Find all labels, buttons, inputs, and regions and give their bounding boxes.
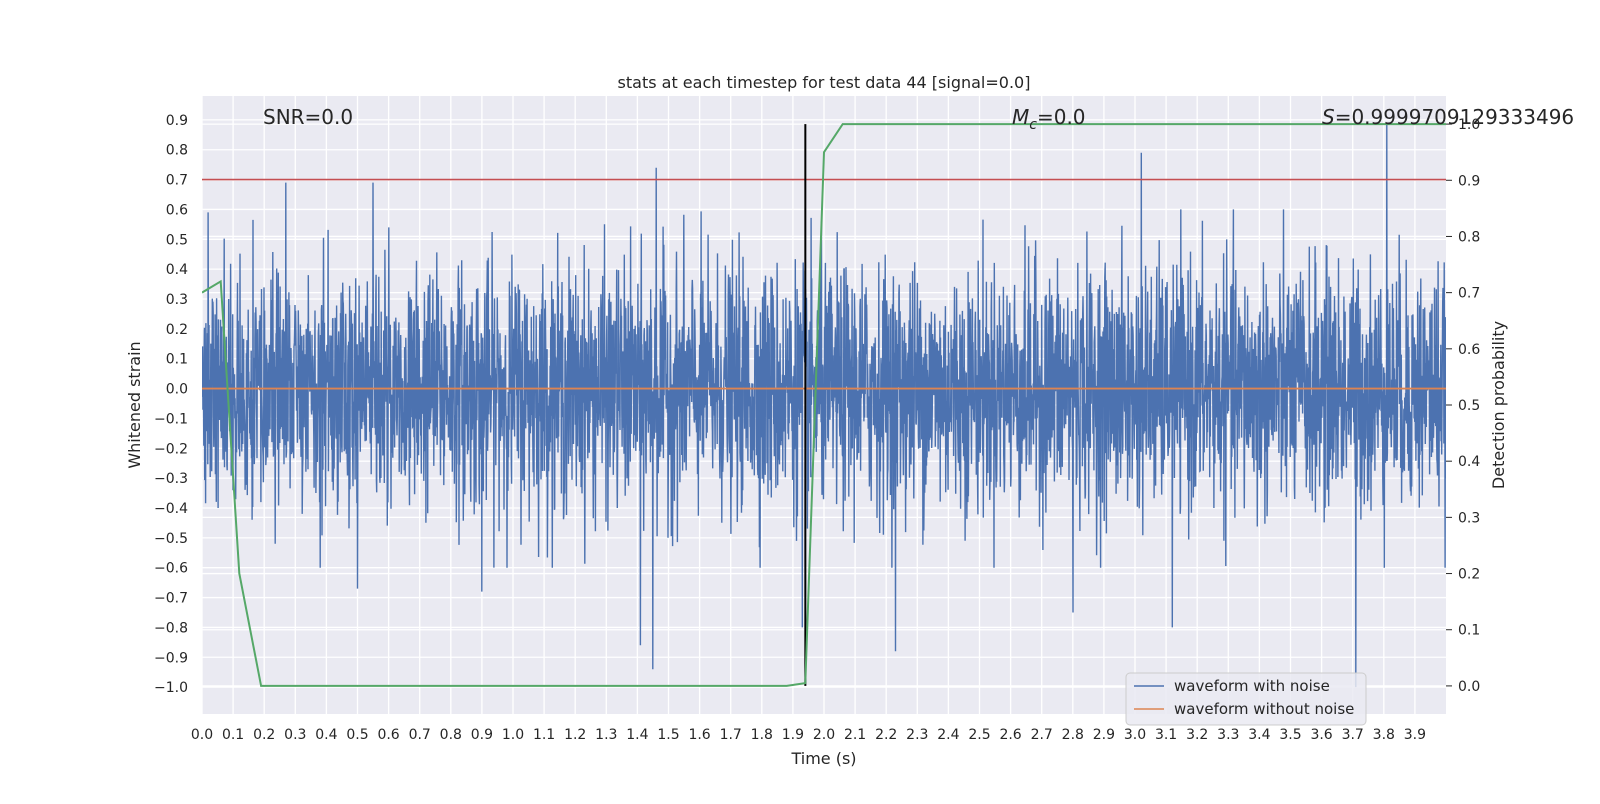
x-tick-label: 2.9 bbox=[1093, 727, 1115, 743]
x-tick-label: 0.1 bbox=[222, 727, 244, 743]
axes-layer: 0.0 0.1 0.2 0.3 0.4 0.5 0.6 0.7 0.8 0.9 1.0 1.1 1.2 1… bbox=[154, 113, 1480, 743]
y-right-tick-label: 0.3 bbox=[1458, 510, 1480, 526]
y-left-tick-label: 0.5 bbox=[166, 232, 188, 248]
y-right-tick-label: 0.2 bbox=[1458, 567, 1480, 583]
x-tick-label: 2.5 bbox=[968, 727, 990, 743]
s-value: =0.9999709129333496 bbox=[1335, 105, 1574, 129]
y-right-tick-label: 0.6 bbox=[1458, 342, 1480, 358]
x-tick-label: 0.0 bbox=[191, 727, 213, 743]
x-tick-label: 1.8 bbox=[751, 727, 773, 743]
s-symbol: S bbox=[1322, 105, 1335, 129]
y-left-tick-label: −0.5 bbox=[154, 531, 188, 547]
legend-label-noise: waveform with noise bbox=[1174, 677, 1330, 695]
x-tick-label: 1.9 bbox=[782, 727, 804, 743]
mc-subscript: c bbox=[1029, 117, 1037, 133]
x-tick-label: 2.8 bbox=[1062, 727, 1084, 743]
y-axis-label-right: Detection probability bbox=[1489, 321, 1508, 489]
y-right-tick-label: 0.9 bbox=[1458, 173, 1480, 189]
snr-annotation: SNR=0.0 bbox=[263, 105, 353, 129]
x-tick-label: 0.3 bbox=[284, 727, 306, 743]
x-tick-label: 2.4 bbox=[937, 727, 959, 743]
x-tick-label: 2.2 bbox=[875, 727, 897, 743]
y-left-tick-label: −0.7 bbox=[154, 591, 188, 607]
mc-annotation: Mc=0.0 bbox=[1012, 105, 1086, 133]
y-left-tick-label: 0.2 bbox=[166, 322, 188, 338]
x-tick-label: 3.7 bbox=[1342, 727, 1364, 743]
y-right-tick-label: 0.5 bbox=[1458, 398, 1480, 414]
x-tick-label: 0.6 bbox=[377, 727, 399, 743]
y-right-tick-label: 0.7 bbox=[1458, 286, 1480, 302]
y-right-tick-label: 0.0 bbox=[1458, 679, 1480, 695]
x-tick-label: 0.9 bbox=[471, 727, 493, 743]
x-tick-label: 2.6 bbox=[999, 727, 1021, 743]
mc-value: =0.0 bbox=[1037, 105, 1086, 129]
x-tick-label: 3.1 bbox=[1155, 727, 1177, 743]
x-tick-label: 2.3 bbox=[906, 727, 928, 743]
x-axis-label: Time (s) bbox=[790, 749, 856, 768]
x-tick-label: 0.5 bbox=[346, 727, 368, 743]
x-tick-label: 3.3 bbox=[1217, 727, 1239, 743]
y-left-tick-label: 0.1 bbox=[166, 352, 188, 368]
y-left-tick-label: −0.4 bbox=[154, 501, 188, 517]
y-left-tick-label: −1.0 bbox=[154, 680, 188, 696]
x-tick-label: 0.8 bbox=[440, 727, 462, 743]
y-right-tick-label: 0.8 bbox=[1458, 229, 1480, 245]
chart-title: stats at each timestep for test data 44 … bbox=[618, 73, 1031, 92]
x-tick-label: 1.6 bbox=[688, 727, 710, 743]
x-tick-label: 3.4 bbox=[1248, 727, 1270, 743]
legend: waveform with noise waveform without noi… bbox=[1125, 672, 1367, 726]
y-left-tick-label: 0.0 bbox=[166, 382, 188, 398]
x-tick-label: 3.2 bbox=[1186, 727, 1208, 743]
s-annotation: S=0.9999709129333496 bbox=[1322, 105, 1574, 129]
x-tick-label: 1.7 bbox=[720, 727, 742, 743]
x-tick-label: 1.1 bbox=[533, 727, 555, 743]
x-tick-label: 2.1 bbox=[844, 727, 866, 743]
y-left-tick-label: 0.6 bbox=[166, 202, 188, 218]
x-tick-label: 1.4 bbox=[626, 727, 648, 743]
mc-symbol: M bbox=[1012, 105, 1029, 129]
x-tick-label: 1.5 bbox=[657, 727, 679, 743]
x-tick-label: 0.2 bbox=[253, 727, 275, 743]
series-detection-probability bbox=[202, 123, 1446, 687]
x-tick-label: 0.4 bbox=[315, 727, 337, 743]
series-waveform-with-noise bbox=[202, 122, 1446, 688]
y-left-tick-label: 0.4 bbox=[166, 262, 188, 278]
x-tick-label: 0.7 bbox=[409, 727, 431, 743]
x-tick-label: 1.0 bbox=[502, 727, 524, 743]
y-left-tick-label: −0.9 bbox=[154, 650, 188, 666]
x-tick-label: 3.0 bbox=[1124, 727, 1146, 743]
y-left-tick-label: 0.9 bbox=[166, 113, 188, 129]
y-left-tick-label: −0.3 bbox=[154, 471, 188, 487]
y-left-tick-label: 0.7 bbox=[166, 173, 188, 189]
y-right-tick-label: 1.0 bbox=[1458, 117, 1480, 133]
x-tick-label: 1.3 bbox=[595, 727, 617, 743]
y-axis-label-left: Whitened strain bbox=[125, 341, 144, 468]
legend-label-clean: waveform without noise bbox=[1174, 700, 1354, 718]
legend-box bbox=[1125, 672, 1367, 726]
y-left-tick-label: 0.8 bbox=[166, 143, 188, 159]
x-tick-label: 3.8 bbox=[1373, 727, 1395, 743]
x-tick-label: 3.5 bbox=[1279, 727, 1301, 743]
series-layer bbox=[202, 122, 1446, 688]
y-right-tick-label: 0.4 bbox=[1458, 454, 1480, 470]
y-left-tick-label: 0.3 bbox=[166, 292, 188, 308]
y-right-tick-label: 0.1 bbox=[1458, 623, 1480, 639]
x-tick-label: 3.9 bbox=[1404, 727, 1426, 743]
y-left-tick-label: −0.1 bbox=[154, 411, 188, 427]
y-left-tick-label: −0.8 bbox=[154, 620, 188, 636]
x-tick-label: 2.0 bbox=[813, 727, 835, 743]
y-left-tick-label: −0.2 bbox=[154, 441, 188, 457]
x-tick-label: 1.2 bbox=[564, 727, 586, 743]
x-tick-label: 2.7 bbox=[1031, 727, 1053, 743]
x-tick-label: 3.6 bbox=[1310, 727, 1332, 743]
y-left-tick-label: −0.6 bbox=[154, 561, 188, 577]
